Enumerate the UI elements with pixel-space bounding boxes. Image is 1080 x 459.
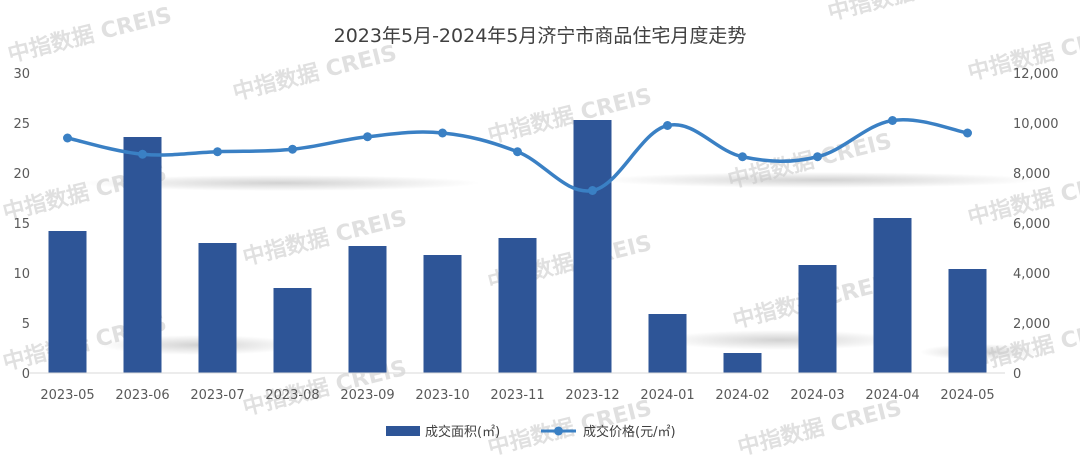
line-point: [738, 152, 747, 162]
line-point: [138, 149, 147, 159]
y-axis-right: 0 2,000 4,000 6,000 8,000 10,000 12,000: [1013, 67, 1059, 382]
chart-title: 2023年5月-2024年5月济宁市商品住宅月度走势: [334, 25, 747, 47]
y-left-tick-label: 5: [22, 317, 30, 332]
bar: [123, 137, 162, 373]
line-point: [588, 186, 597, 195]
y-right-tick-label: 4,000: [1013, 267, 1050, 282]
y-right-tick-label: 12,000: [1013, 67, 1059, 82]
line-point: [288, 144, 297, 154]
y-right-tick-label: 8,000: [1013, 167, 1050, 182]
line-point: [213, 147, 222, 157]
bar: [873, 218, 912, 373]
x-tick-label: 2023-05: [40, 388, 94, 403]
x-tick-label: 2024-02: [715, 388, 769, 403]
line-point: [63, 133, 72, 143]
y-left-tick-label: 30: [13, 67, 30, 82]
line-series: [63, 116, 972, 195]
x-axis: 2023-05 2023-06 2023-07 2023-08 2023-09 2023-…: [40, 388, 994, 403]
y-left-tick-label: 25: [13, 117, 30, 132]
bar: [648, 314, 687, 373]
line-point: [363, 132, 372, 142]
x-tick-label: 2024-05: [940, 388, 994, 403]
x-tick-label: 2023-12: [565, 388, 619, 403]
watermark: 中指数据 CREIS: [825, 0, 994, 26]
line-point: [813, 152, 822, 162]
x-tick-label: 2024-04: [865, 388, 919, 403]
bar: [273, 288, 312, 373]
y-right-tick-label: 6,000: [1013, 217, 1050, 232]
x-tick-label: 2023-10: [415, 388, 469, 403]
bar: [573, 120, 612, 373]
bar: [948, 269, 987, 373]
bar: [723, 353, 762, 373]
line-point: [513, 147, 522, 157]
watermark: 中指数据 CREIS: [5, 2, 174, 68]
x-tick-label: 2023-08: [265, 388, 319, 403]
line-point: [888, 116, 897, 125]
x-tick-label: 2023-07: [190, 388, 244, 403]
legend-bar-swatch: [386, 426, 420, 436]
watermark: 中指数据 CREIS: [230, 40, 399, 106]
line-point: [663, 121, 672, 130]
y-axis-left: 0 5 10 15 20 25 30: [13, 67, 30, 382]
watermark: 中指数据 CREIS: [485, 83, 654, 149]
bar: [798, 265, 837, 373]
y-left-tick-label: 15: [13, 217, 30, 232]
bar: [498, 238, 537, 373]
x-tick-label: 2024-01: [640, 388, 694, 403]
line-point: [963, 128, 972, 138]
y-right-tick-label: 2,000: [1013, 317, 1050, 332]
y-left-tick-label: 20: [13, 167, 30, 182]
x-tick-label: 2023-06: [115, 388, 169, 403]
bar: [48, 231, 87, 373]
bar: [198, 243, 237, 373]
bar: [348, 246, 387, 373]
x-tick-label: 2023-09: [340, 388, 394, 403]
y-right-tick-label: 0: [1013, 367, 1021, 382]
y-left-tick-label: 0: [22, 367, 30, 382]
y-right-tick-label: 10,000: [1013, 117, 1059, 132]
x-tick-label: 2023-11: [490, 388, 544, 403]
x-tick-label: 2024-03: [790, 388, 844, 403]
line-point: [438, 128, 447, 138]
legend-line-marker: [554, 426, 563, 436]
legend-line-label: 成交价格(元/㎡): [583, 424, 676, 440]
watermark: 中指数据 CREIS: [735, 395, 904, 459]
legend: 成交面积(㎡) 成交价格(元/㎡): [386, 424, 676, 440]
bar-series: [48, 120, 987, 373]
bar: [423, 255, 462, 373]
y-left-tick-label: 10: [13, 267, 30, 282]
legend-bar-label: 成交面积(㎡): [425, 424, 500, 440]
